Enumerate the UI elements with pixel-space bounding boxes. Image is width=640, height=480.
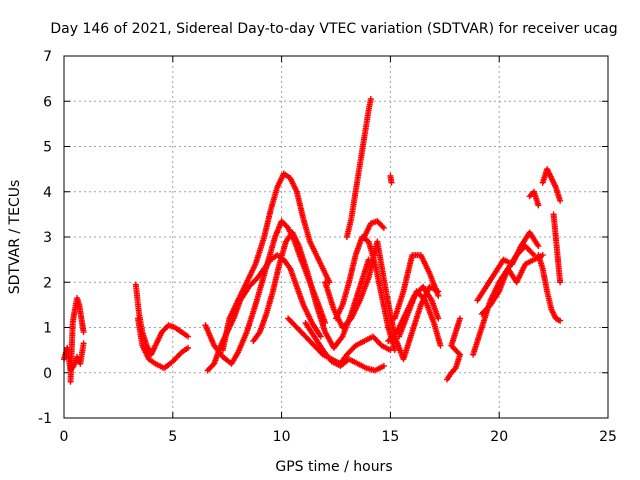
series-t23 xyxy=(539,166,564,204)
data-point xyxy=(365,256,372,263)
plot-frame xyxy=(63,55,609,419)
x-tick-label: 15 xyxy=(381,429,399,445)
series-t2 xyxy=(132,281,192,358)
x-tick-label: 10 xyxy=(273,429,291,445)
y-tick-label: 0 xyxy=(43,366,52,382)
data-point xyxy=(185,333,192,340)
data-point xyxy=(380,362,387,369)
series-t14 xyxy=(387,172,395,186)
y-tick-labels: -1 0 1 2 3 4 5 6 7 xyxy=(38,49,52,427)
y-tick-label: 6 xyxy=(43,94,52,110)
series-t25 xyxy=(550,211,564,286)
series-t3 xyxy=(134,315,192,372)
data-point xyxy=(80,340,87,347)
series-t11 xyxy=(333,234,398,354)
data-point xyxy=(437,342,444,349)
data-point xyxy=(557,317,564,324)
data-point xyxy=(435,292,442,299)
y-tick-label: 7 xyxy=(43,49,52,65)
series-t9 xyxy=(302,319,387,374)
x-tick-label: 5 xyxy=(168,429,177,445)
data-point xyxy=(391,347,398,354)
y-tick-label: -1 xyxy=(38,411,52,427)
data-point xyxy=(80,329,87,336)
data-points xyxy=(61,95,564,385)
y-tick-label: 4 xyxy=(43,185,52,201)
x-tick-label: 20 xyxy=(490,429,508,445)
data-point xyxy=(535,243,542,250)
data-point xyxy=(535,202,542,209)
data-point xyxy=(388,179,395,186)
x-axis-label: GPS time / hours xyxy=(275,459,392,475)
series-t8 xyxy=(285,315,394,367)
series-t24 xyxy=(535,252,564,324)
series-t18 xyxy=(443,315,464,383)
y-tick-label: 5 xyxy=(43,140,52,156)
data-point xyxy=(557,279,564,286)
series-t6 xyxy=(219,170,333,354)
y-tick-label: 1 xyxy=(43,321,52,337)
data-point xyxy=(185,344,192,351)
data-point xyxy=(435,315,442,322)
y-axis-label: SDTVAR / TECUs xyxy=(7,180,23,295)
x-tick-label: 25 xyxy=(599,429,617,445)
series-t22 xyxy=(526,188,542,209)
series-t17 xyxy=(396,288,444,349)
x-tick-labels: 0 5 10 15 20 25 xyxy=(60,429,617,445)
data-point xyxy=(529,250,536,257)
series-t21 xyxy=(478,252,546,317)
data-point xyxy=(420,296,427,303)
y-tick-label: 3 xyxy=(43,230,52,246)
data-point xyxy=(380,224,387,231)
data-point xyxy=(557,197,564,204)
x-tick-label: 0 xyxy=(60,429,69,445)
chart-title: Day 146 of 2021, Sidereal Day-to-day VTE… xyxy=(50,21,617,37)
series-t20 xyxy=(474,229,542,304)
series-t12 xyxy=(343,95,374,240)
data-point xyxy=(457,315,464,322)
series-t13 xyxy=(361,218,387,240)
y-tick-label: 2 xyxy=(43,275,52,291)
series-t16 xyxy=(391,252,442,322)
series-t1 xyxy=(67,295,87,385)
data-point xyxy=(367,95,374,102)
data-point xyxy=(317,333,324,340)
